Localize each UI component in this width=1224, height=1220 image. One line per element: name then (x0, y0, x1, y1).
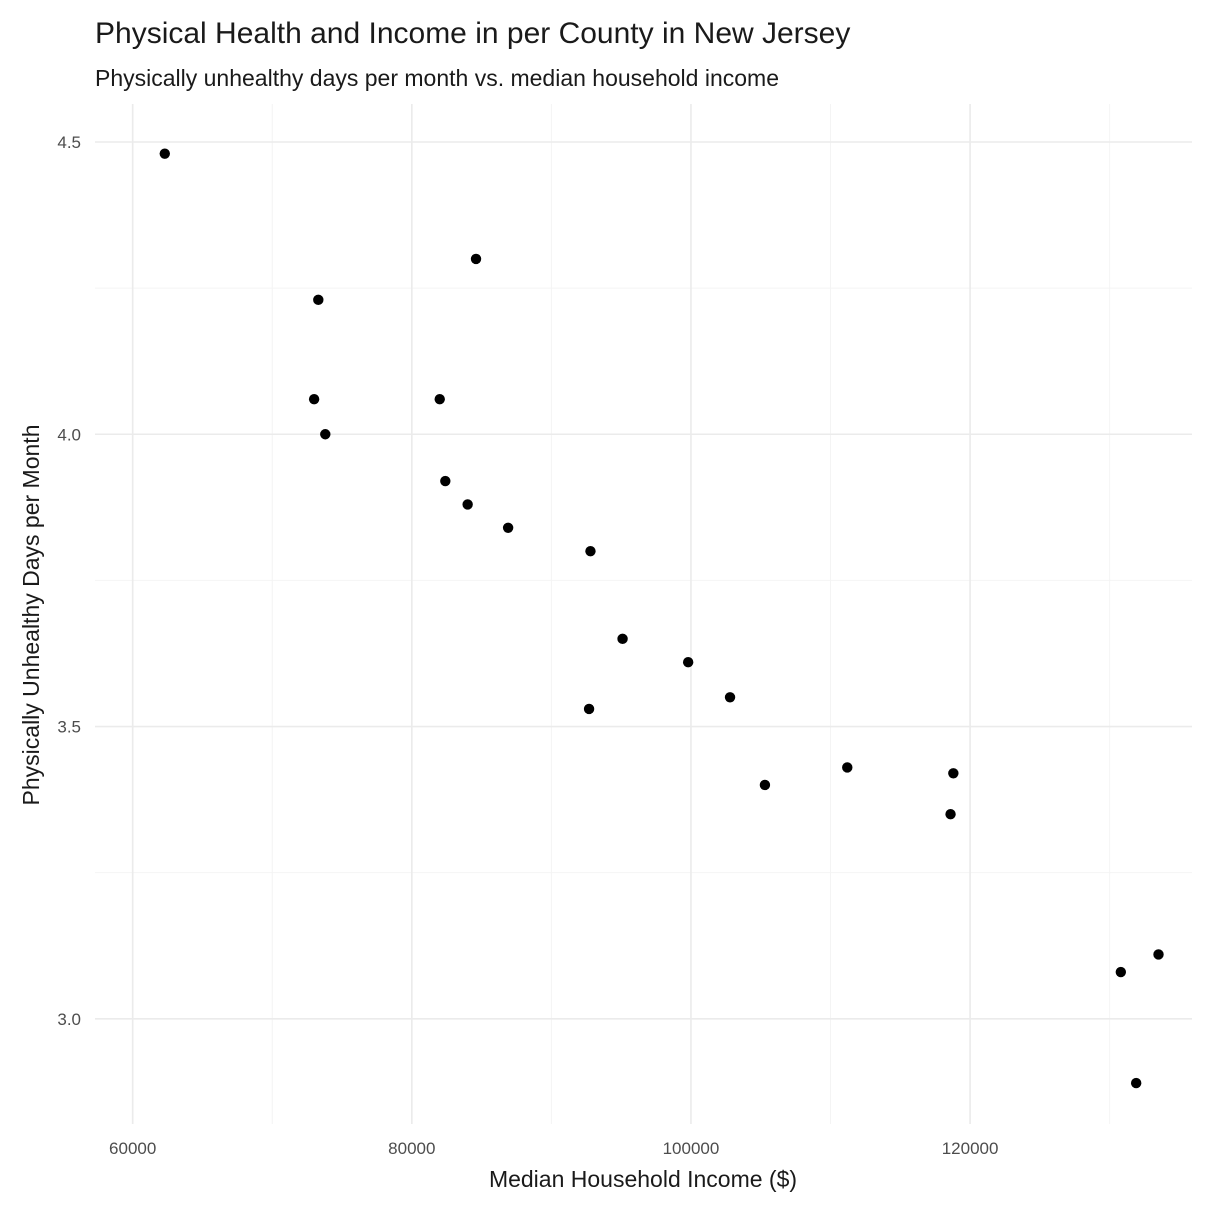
data-point (320, 429, 331, 440)
y-tick-label: 4.5 (57, 133, 81, 152)
data-point (462, 499, 473, 510)
data-point (724, 692, 736, 703)
data-points (159, 148, 1164, 1089)
data-point (440, 475, 451, 487)
x-tick-label: 120000 (942, 1139, 999, 1158)
y-tick-label: 4.0 (57, 425, 81, 444)
data-point (159, 148, 170, 159)
data-point (682, 657, 694, 668)
data-point (585, 545, 596, 557)
data-point (759, 779, 771, 791)
data-point (842, 762, 853, 773)
data-point (434, 393, 445, 405)
data-point (470, 253, 482, 265)
x-axis-tick-labels: 60000 80000 100000 120000 (109, 1139, 998, 1158)
data-point (313, 294, 324, 306)
y-axis-title: Physically Unhealthy Days per Month (18, 425, 44, 806)
x-tick-label: 100000 (663, 1139, 720, 1158)
y-axis-tick-labels: 3.0 3.5 4.0 4.5 (57, 133, 81, 1029)
data-point (948, 768, 959, 779)
y-tick-label: 3.5 (57, 718, 81, 737)
x-tick-label: 60000 (109, 1139, 156, 1158)
y-tick-label: 3.0 (57, 1010, 81, 1029)
chart-subtitle: Physically unhealthy days per month vs. … (95, 65, 779, 91)
data-point (583, 703, 595, 715)
data-point (1130, 1077, 1142, 1089)
data-point (945, 809, 956, 820)
data-point (308, 393, 320, 405)
major-gridlines (95, 104, 1192, 1124)
x-tick-label: 80000 (388, 1139, 435, 1158)
data-point (617, 633, 628, 645)
data-point (1115, 966, 1127, 978)
minor-gridlines (95, 104, 1192, 1124)
chart-title: Physical Health and Income in per County… (95, 17, 850, 50)
data-point (502, 522, 514, 533)
x-axis-title: Median Household Income ($) (489, 1166, 797, 1192)
data-point (1153, 949, 1164, 960)
